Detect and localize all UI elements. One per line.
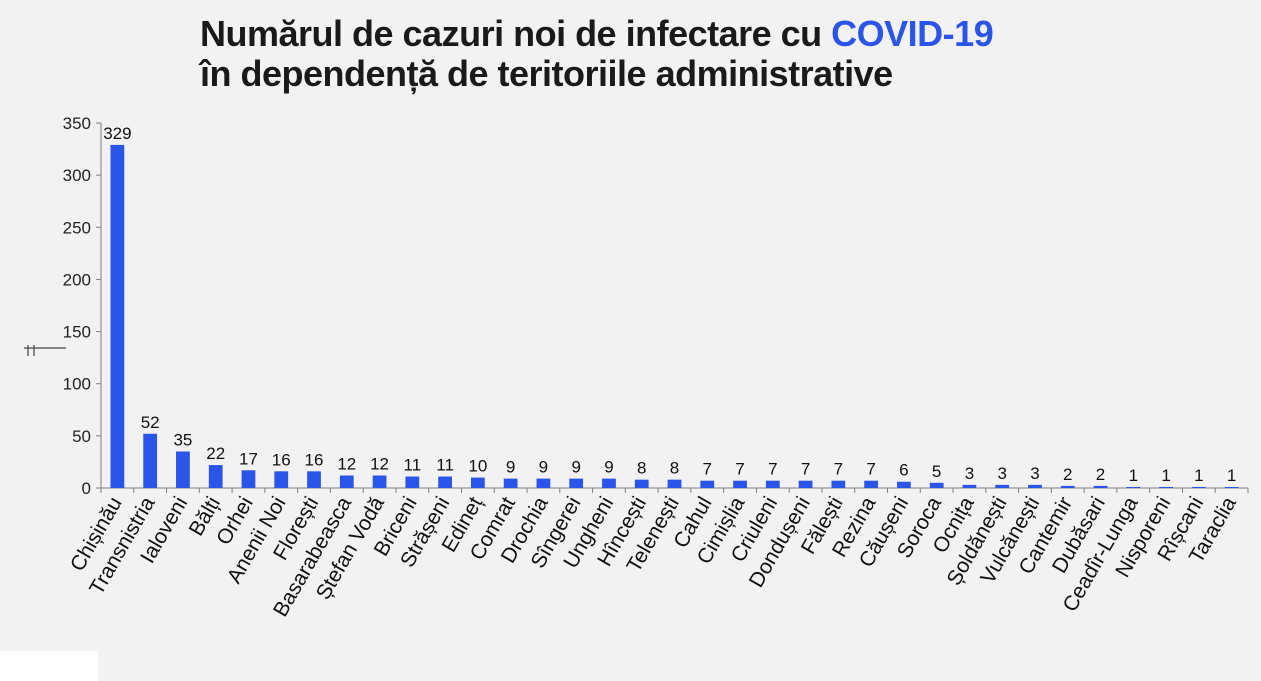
y-tick-label: 150 (63, 323, 91, 342)
data-label: 7 (703, 460, 712, 479)
bar (274, 471, 289, 488)
data-label: 16 (305, 450, 324, 469)
bar (405, 476, 420, 488)
bar (569, 478, 584, 488)
bar (1191, 486, 1206, 488)
axis-break-mark (24, 345, 66, 356)
data-label: 22 (206, 444, 225, 463)
y-tick-label: 0 (82, 479, 91, 498)
title-line-2: în dependență de teritoriile administrat… (200, 53, 893, 94)
bar (733, 480, 747, 488)
data-label: 9 (506, 458, 515, 477)
bar (307, 471, 321, 488)
data-label: 10 (468, 457, 487, 476)
data-label: 8 (637, 459, 646, 478)
bar (208, 465, 223, 488)
bar (798, 480, 813, 488)
data-label: 7 (768, 460, 777, 479)
bar (241, 470, 256, 488)
data-label: 11 (404, 456, 422, 475)
data-label: 7 (834, 460, 843, 479)
data-label: 9 (604, 458, 613, 477)
data-label: 329 (103, 124, 131, 143)
bar (962, 484, 977, 488)
data-label: 12 (370, 454, 389, 473)
bar (864, 480, 879, 488)
bar (1126, 486, 1141, 488)
y-tick-label: 100 (63, 375, 91, 394)
bar (634, 479, 649, 488)
data-label: 52 (141, 413, 160, 432)
bar (1224, 486, 1239, 488)
bar (176, 451, 190, 488)
corner-patch (0, 651, 98, 681)
bar (470, 477, 485, 488)
data-label: 1 (1129, 466, 1138, 485)
bar (1093, 485, 1108, 488)
data-label: 12 (337, 454, 356, 473)
data-label: 6 (899, 461, 908, 480)
bar (602, 478, 616, 488)
bar (1060, 485, 1075, 488)
data-label: 3 (1030, 464, 1039, 483)
data-label: 11 (436, 456, 454, 475)
data-label: 1 (1194, 466, 1203, 485)
data-label: 2 (1063, 465, 1072, 484)
data-label: 1 (1227, 466, 1236, 485)
bar (143, 433, 158, 488)
bar (831, 480, 846, 488)
data-label: 35 (173, 431, 192, 450)
y-axis: 0 50 100 150 200 250 300 350 (63, 114, 102, 498)
y-tick-label: 300 (63, 166, 91, 185)
data-label: 8 (670, 459, 679, 478)
x-axis (100, 487, 1249, 493)
data-label: 7 (801, 460, 810, 479)
bar (700, 480, 715, 488)
chart-title: Numărul de cazuri noi de infectare cu CO… (200, 13, 994, 94)
bar (339, 475, 354, 488)
bar (667, 479, 682, 488)
data-label: 9 (539, 458, 548, 477)
y-tick-label: 250 (63, 218, 91, 237)
bar (503, 478, 518, 488)
data-label: 3 (997, 464, 1006, 483)
data-label: 7 (866, 460, 875, 479)
title-accent: COVID-19 (831, 13, 994, 54)
data-label: 1 (1161, 466, 1170, 485)
y-tick-label: 50 (72, 427, 91, 446)
bar (1159, 486, 1173, 488)
data-label: 3 (965, 464, 974, 483)
bar (536, 478, 551, 488)
bar (897, 481, 911, 488)
data-label: 2 (1096, 465, 1105, 484)
data-label: 5 (932, 462, 941, 481)
y-tick-label: 350 (63, 114, 91, 133)
bar (929, 482, 944, 488)
y-tick-label: 200 (63, 270, 91, 289)
data-label: 9 (571, 458, 580, 477)
bar (438, 476, 452, 488)
bar (765, 480, 780, 488)
data-label: 17 (239, 449, 258, 468)
bars (110, 144, 1239, 488)
data-label: 7 (735, 460, 744, 479)
bar (110, 144, 125, 488)
title-line-1: Numărul de cazuri noi de infectare cu (200, 13, 832, 54)
bar (995, 484, 1010, 488)
category-labels: ChișinăuTransnistriaIaloveniBălțiOrheiAn… (66, 493, 1241, 621)
bar (1028, 484, 1042, 488)
bar (372, 475, 387, 488)
data-label: 16 (272, 450, 291, 469)
